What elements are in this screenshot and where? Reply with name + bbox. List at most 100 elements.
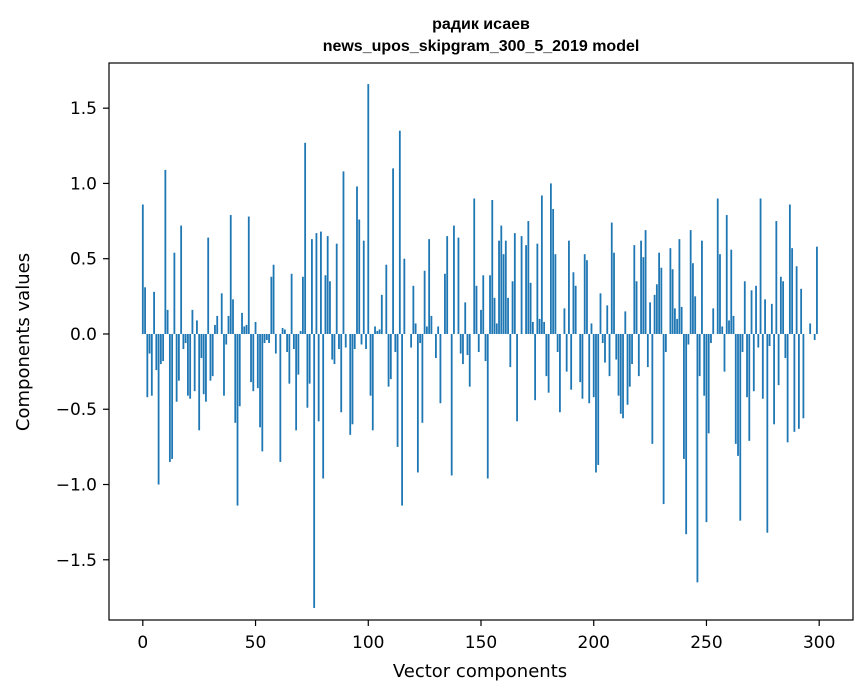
bar xyxy=(498,240,500,334)
bar xyxy=(489,275,491,334)
bar xyxy=(773,333,775,425)
bar xyxy=(322,333,325,479)
bar xyxy=(775,221,778,334)
bar xyxy=(252,333,255,392)
bar xyxy=(644,230,647,334)
bar xyxy=(342,171,345,334)
x-tick-label: 250 xyxy=(690,633,722,653)
bar xyxy=(211,333,214,377)
bar xyxy=(295,333,298,431)
bar xyxy=(464,302,467,334)
bar xyxy=(631,333,633,365)
bar xyxy=(777,333,780,386)
y-tick-label: 0.0 xyxy=(70,325,97,345)
bar xyxy=(520,236,523,334)
bar xyxy=(281,327,284,334)
bar xyxy=(669,248,672,334)
bar xyxy=(795,266,798,334)
bar xyxy=(236,333,239,506)
y-tick-label: 1.0 xyxy=(70,174,97,194)
bar xyxy=(504,240,507,334)
bar xyxy=(148,333,151,354)
bar xyxy=(635,281,638,334)
bar xyxy=(513,233,516,334)
bar xyxy=(759,198,762,334)
bar xyxy=(477,333,480,353)
bar xyxy=(752,333,755,392)
bar xyxy=(649,302,651,334)
bar xyxy=(572,272,575,334)
bar xyxy=(484,333,487,362)
bar xyxy=(809,323,812,334)
bar xyxy=(398,130,401,334)
bar xyxy=(272,264,275,334)
bar xyxy=(385,264,388,334)
bar xyxy=(412,285,415,334)
bar xyxy=(734,333,737,444)
bar xyxy=(387,333,390,387)
bar xyxy=(189,333,192,399)
bar xyxy=(791,248,794,334)
bar xyxy=(144,287,146,334)
y-axis-label: Components values xyxy=(13,253,34,431)
bar xyxy=(599,293,602,334)
bar xyxy=(270,276,273,334)
bar xyxy=(712,308,715,334)
bar xyxy=(261,333,264,452)
bar xyxy=(579,333,582,383)
chart-title-line1: радик исаев xyxy=(432,16,530,33)
bar xyxy=(721,326,724,334)
bar xyxy=(601,333,604,343)
bar xyxy=(743,281,746,334)
bar xyxy=(678,239,681,334)
y-tick-label: 1.5 xyxy=(70,99,97,119)
bar xyxy=(757,333,760,348)
bar xyxy=(480,309,482,334)
bar xyxy=(184,333,187,343)
bar xyxy=(250,333,252,383)
bar xyxy=(534,333,537,401)
bar xyxy=(728,320,730,334)
bar xyxy=(315,233,318,334)
bar xyxy=(378,329,381,334)
x-tick-label: 50 xyxy=(245,633,267,653)
bar xyxy=(540,195,543,334)
x-tick-label: 300 xyxy=(803,633,835,653)
bar xyxy=(297,333,300,375)
bar xyxy=(552,209,555,334)
bar xyxy=(671,269,674,334)
bar xyxy=(502,254,505,334)
bar xyxy=(606,305,609,334)
bar xyxy=(493,297,496,334)
bar xyxy=(595,333,597,473)
bar xyxy=(739,333,742,521)
x-tick-label: 200 xyxy=(578,633,610,653)
bar xyxy=(437,326,440,334)
bar xyxy=(626,333,629,405)
plot-frame xyxy=(108,62,854,621)
bar xyxy=(664,333,667,353)
bar xyxy=(610,222,613,334)
bar xyxy=(313,333,316,608)
bar xyxy=(446,236,449,334)
bar xyxy=(247,216,250,334)
bar xyxy=(500,225,503,334)
bar xyxy=(750,290,753,334)
bar xyxy=(525,245,527,334)
x-axis-label: Vector components xyxy=(393,661,567,682)
bar xyxy=(619,333,622,414)
bar xyxy=(180,225,183,334)
bar xyxy=(604,333,606,363)
bar xyxy=(676,318,679,334)
bar xyxy=(788,204,791,334)
bar xyxy=(340,333,343,413)
bar xyxy=(613,252,615,334)
bar xyxy=(703,333,706,396)
bar xyxy=(660,267,663,334)
bar xyxy=(202,333,205,395)
bar xyxy=(554,254,557,334)
bar xyxy=(329,281,331,334)
bar xyxy=(349,333,352,435)
bar xyxy=(157,333,160,485)
bar xyxy=(304,142,307,334)
